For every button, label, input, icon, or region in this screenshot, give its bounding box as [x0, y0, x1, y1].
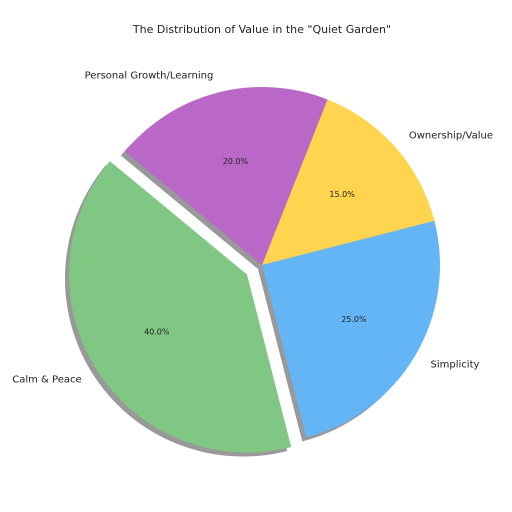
value-label: 25.0%: [341, 315, 367, 324]
pie-slice: [262, 220, 440, 438]
pie-slice: [68, 161, 292, 453]
value-label: 20.0%: [223, 157, 249, 166]
slice-label: Personal Growth/Learning: [85, 70, 214, 81]
chart-title: The Distribution of Value in the "Quiet …: [132, 23, 391, 36]
slice-label: Ownership/Value: [409, 131, 493, 142]
value-label: 15.0%: [329, 190, 355, 199]
value-label: 40.0%: [144, 327, 170, 336]
slice-label: Calm & Peace: [12, 374, 81, 385]
slice-label: Simplicity: [431, 360, 480, 371]
pie-slice: [262, 99, 435, 265]
pie-slice: [124, 87, 328, 266]
